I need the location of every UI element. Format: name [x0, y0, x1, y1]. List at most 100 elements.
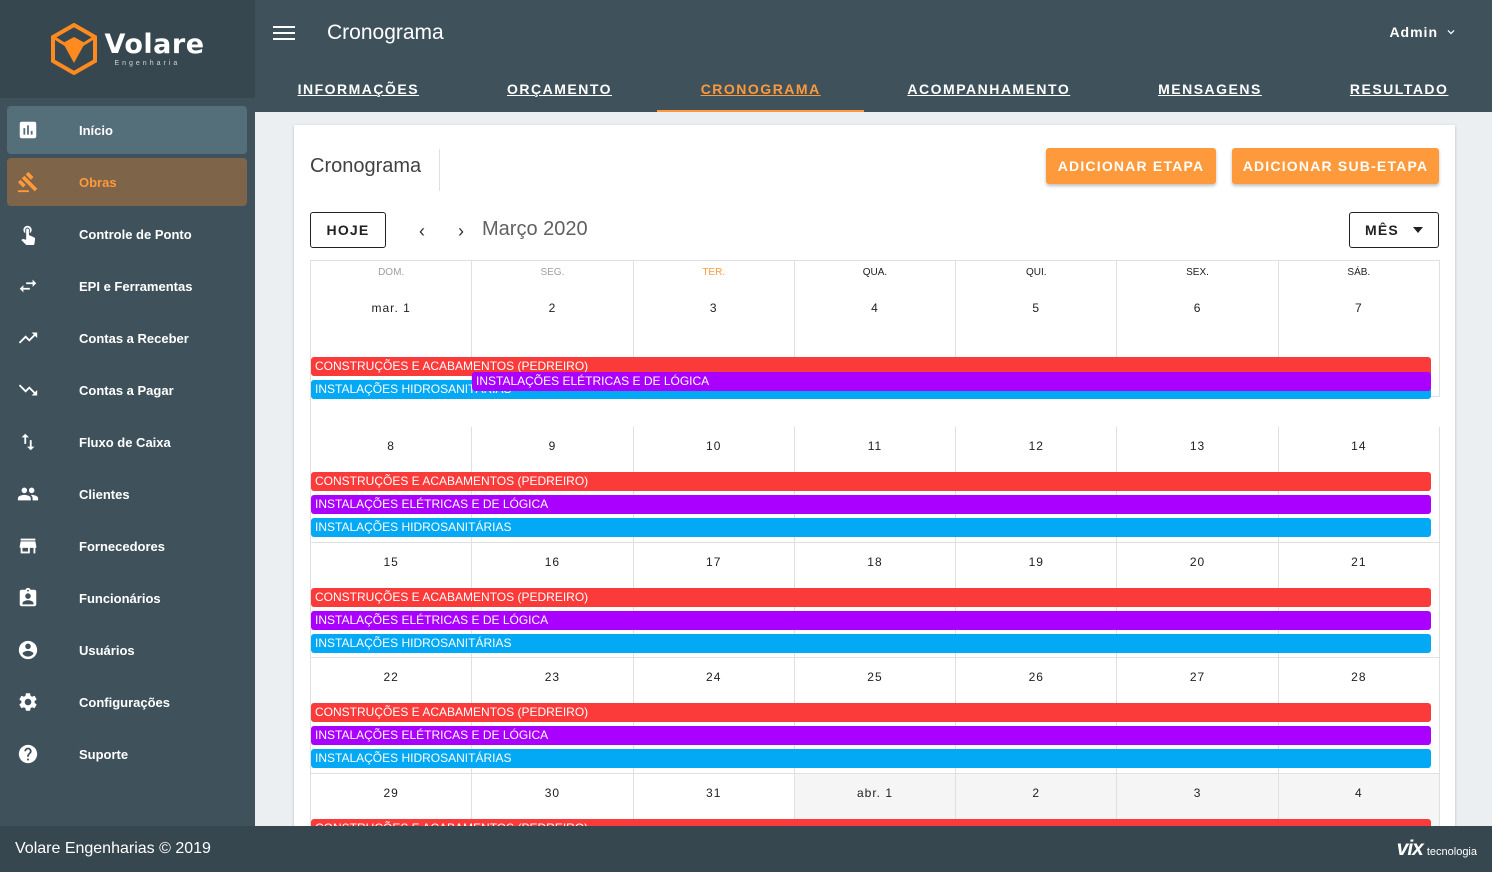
day-number: 10 — [706, 439, 722, 453]
event-construcoes[interactable]: CONSTRUÇÕES E ACABAMENTOS (PEDREIRO) — [311, 588, 1431, 607]
tab-cronograma[interactable]: CRONOGRAMA — [657, 66, 864, 112]
day-number: 8 — [387, 439, 395, 453]
add-stage-button[interactable]: ADICIONAR ETAPA — [1046, 148, 1216, 184]
sidebar-item-label: Contas a Pagar — [79, 382, 174, 398]
hamburger-menu-icon[interactable] — [273, 22, 295, 44]
user-menu[interactable]: Admin — [1389, 24, 1458, 40]
store-icon — [7, 535, 79, 557]
weekday-label: TER. — [634, 261, 795, 291]
swap-icon — [7, 275, 79, 297]
day-number: 23 — [544, 670, 561, 684]
weekday-label: SEX. — [1117, 261, 1279, 291]
day-number: 2 — [548, 301, 557, 315]
sidebar-item-fluxo-de-caixa[interactable]: Fluxo de Caixa — [7, 418, 247, 466]
next-month-button[interactable]: › — [458, 221, 464, 241]
sidebar-item-usuarios[interactable]: Usuários — [7, 626, 247, 674]
event-eletricas[interactable]: INSTALAÇÕES ELÉTRICAS E DE LÓGICA — [311, 495, 1431, 514]
event-construcoes[interactable]: CONSTRUÇÕES E ACABAMENTOS (PEDREIRO) — [311, 472, 1431, 491]
sidebar-item-clientes[interactable]: Clientes — [7, 470, 247, 518]
calendar-grid: DOM. SEG. TER. QUA. QUI. SEX. SÁB. mar. … — [310, 260, 1440, 845]
top-bar: Cronograma Admin INFORMAÇÕES ORÇAMENTO C… — [255, 0, 1492, 112]
day-number: 3 — [1193, 786, 1202, 800]
calendar-day[interactable]: 6 — [1117, 291, 1279, 396]
chart-icon — [7, 119, 79, 141]
day-number: 17 — [706, 555, 722, 569]
day-number: 7 — [1354, 301, 1363, 315]
day-number: 16 — [544, 555, 561, 569]
sidebar-item-epi-e-ferramentas[interactable]: EPI e Ferramentas — [7, 262, 247, 310]
day-number: 24 — [706, 670, 722, 684]
vendor-word: tecnologia — [1426, 846, 1477, 858]
day-number: 2 — [1032, 786, 1041, 800]
sidebar-item-contas-a-pagar[interactable]: Contas a Pagar — [7, 366, 247, 414]
badge-icon — [7, 587, 79, 609]
calendar-day[interactable]: 31 — [634, 774, 795, 845]
day-number: 9 — [548, 439, 557, 453]
day-number: 21 — [1351, 555, 1367, 569]
sidebar-item-suporte[interactable]: Suporte — [7, 730, 247, 778]
schedule-card: Cronograma ADICIONAR ETAPA ADICIONAR SUB… — [294, 125, 1455, 845]
logo[interactable]: Volare Engenharia — [50, 23, 204, 75]
event-hidrosanitarias[interactable]: INSTALAÇÕES HIDROSANITÁRIAS — [311, 518, 1431, 537]
view-select[interactable]: MÊS — [1349, 212, 1439, 248]
vendor-mark: vix — [1396, 837, 1424, 860]
calendar-day[interactable]: 21 — [1279, 543, 1440, 657]
calendar-day[interactable]: 7 — [1279, 291, 1440, 396]
event-hidrosanitarias[interactable]: INSTALAÇÕES HIDROSANITÁRIAS — [311, 634, 1431, 653]
event-construcoes[interactable]: CONSTRUÇÕES E ACABAMENTOS (PEDREIRO) — [311, 703, 1431, 722]
tab-acompanhamento[interactable]: ACOMPANHAMENTO — [907, 81, 1071, 97]
day-number: 28 — [1351, 670, 1367, 684]
sidebar-item-fornecedores[interactable]: Fornecedores — [7, 522, 247, 570]
day-number: 22 — [383, 670, 399, 684]
sidebar-item-label: Funcionários — [79, 590, 161, 606]
calendar-week: 15 16 17 18 19 20 21 CONSTRUÇÕES E ACABA… — [311, 543, 1440, 658]
calendar-day[interactable]: 14 — [1279, 427, 1440, 542]
day-number: 29 — [383, 786, 399, 800]
sidebar-item-contas-a-receber[interactable]: Contas a Receber — [7, 314, 247, 362]
add-substage-button[interactable]: ADICIONAR SUB-ETAPA — [1232, 148, 1439, 184]
event-eletricas[interactable]: INSTALAÇÕES ELÉTRICAS E DE LÓGICA — [311, 726, 1431, 745]
calendar-day[interactable]: 28 — [1279, 658, 1440, 773]
tab-orcamento[interactable]: ORÇAMENTO — [507, 81, 613, 97]
tab-informacoes[interactable]: INFORMAÇÕES — [297, 81, 420, 97]
calendar-day[interactable]: mar. 1 — [311, 291, 473, 396]
event-hidrosanitarias[interactable]: INSTALAÇÕES HIDROSANITÁRIAS — [311, 749, 1431, 768]
calendar-day[interactable]: 29 — [311, 774, 473, 845]
import-export-icon — [7, 431, 79, 453]
sidebar-item-funcionarios[interactable]: Funcionários — [7, 574, 247, 622]
sidebar-item-controle-de-ponto[interactable]: Controle de Ponto — [7, 210, 247, 258]
tab-mensagens[interactable]: MENSAGENS — [1158, 81, 1262, 97]
calendar-day[interactable]: 3 — [634, 291, 795, 396]
page-title: Cronograma — [327, 21, 444, 44]
event-eletricas[interactable]: INSTALAÇÕES ELÉTRICAS E DE LÓGICA — [472, 372, 1431, 391]
calendar-day[interactable]: 5 — [956, 291, 1118, 396]
vendor-logo[interactable]: vix tecnologia — [1397, 837, 1477, 861]
day-number: 30 — [544, 786, 561, 800]
sidebar-item-label: EPI e Ferramentas — [79, 278, 193, 294]
event-eletricas[interactable]: INSTALAÇÕES ELÉTRICAS E DE LÓGICA — [311, 611, 1431, 630]
sidebar-item-label: Fornecedores — [79, 538, 165, 554]
calendar-day[interactable]: 4 — [795, 291, 957, 396]
sidebar-nav: Início Obras Controle de Ponto EPI e Fer… — [0, 98, 255, 778]
sidebar-item-label: Obras — [79, 174, 117, 190]
sidebar-item-obras[interactable]: Obras — [7, 158, 247, 206]
volare-logo-icon — [51, 23, 98, 75]
today-button[interactable]: HOJE — [310, 212, 386, 248]
day-number: mar. 1 — [371, 301, 411, 315]
calendar-day[interactable]: 30 — [472, 774, 634, 845]
week1-extra-row: INSTALAÇÕES ELÉTRICAS E DE LÓGICA — [472, 372, 1431, 391]
day-number: 18 — [867, 555, 883, 569]
event-construcoes[interactable]: CONSTRUÇÕES E ACABAMENTOS (PEDREIRO) — [311, 357, 1431, 376]
user-name: Admin — [1389, 24, 1438, 40]
tab-resultado[interactable]: RESULTADO — [1349, 81, 1449, 97]
weekday-label: QUA. — [795, 261, 957, 291]
sidebar-item-configuracoes[interactable]: Configurações — [7, 678, 247, 726]
prev-month-button[interactable]: ‹ — [419, 221, 425, 241]
weekday-label: SEG. — [472, 261, 634, 291]
calendar-day[interactable]: 2 — [472, 291, 634, 396]
weekday-label: QUI. — [956, 261, 1118, 291]
tab-bar: INFORMAÇÕES ORÇAMENTO CRONOGRAMA ACOMPAN… — [255, 66, 1492, 112]
brand-name: Volare — [104, 29, 205, 60]
footer-copyright: Volare Engenharias © 2019 — [15, 840, 211, 857]
sidebar-item-inicio[interactable]: Início — [7, 106, 247, 154]
